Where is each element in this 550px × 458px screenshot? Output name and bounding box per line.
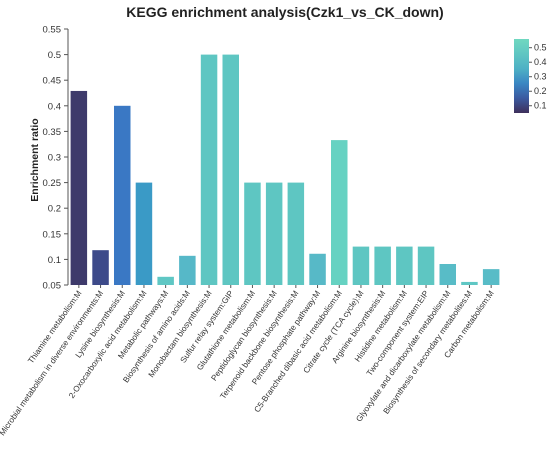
y-tick-label: 0.5 bbox=[48, 50, 61, 61]
y-tick-label: 0.25 bbox=[43, 178, 62, 189]
y-tick-label: 0.55 bbox=[43, 25, 62, 36]
bar bbox=[222, 54, 239, 285]
bar bbox=[374, 246, 391, 285]
colorbar-gradient bbox=[514, 39, 529, 113]
y-tick-label: 0.3 bbox=[48, 153, 61, 164]
bar bbox=[265, 182, 283, 285]
bar bbox=[179, 255, 196, 285]
colorbar-legend: 0.1 0.2 0.3 0.4 0.5 bbox=[514, 39, 547, 113]
bar bbox=[92, 250, 109, 285]
y-tick-label: 0.05 bbox=[43, 281, 62, 292]
bar bbox=[114, 105, 131, 285]
colorbar-tick-label: 0.3 bbox=[534, 72, 547, 82]
y-tick-label: 0.1 bbox=[48, 255, 61, 266]
y-tick-label: 0.45 bbox=[43, 76, 62, 87]
bar bbox=[417, 246, 435, 285]
y-axis: 0.05 0.1 0.15 0.2 0.25 0.3 0.35 0.4 0.45 0.5 0.55 bbox=[43, 25, 69, 292]
bars bbox=[70, 54, 500, 286]
y-tick-label: 0.4 bbox=[48, 101, 61, 112]
bar bbox=[70, 90, 88, 286]
bar bbox=[461, 281, 478, 285]
y-tick-label: 0.35 bbox=[43, 127, 62, 138]
bar bbox=[287, 182, 305, 285]
bar bbox=[200, 54, 218, 285]
bar bbox=[331, 140, 348, 285]
bar bbox=[396, 246, 413, 285]
y-tick-label: 0.15 bbox=[43, 229, 62, 240]
y-tick-label: 0.2 bbox=[48, 204, 61, 215]
colorbar-tick-label: 0.1 bbox=[534, 101, 547, 111]
bar bbox=[439, 264, 456, 285]
bar bbox=[135, 182, 153, 285]
bar bbox=[157, 276, 174, 285]
bar bbox=[244, 182, 261, 285]
bar bbox=[352, 246, 370, 285]
bar bbox=[482, 269, 500, 285]
y-axis-label: Enrichment ratio bbox=[29, 118, 41, 201]
chart-title: KEGG enrichment analysis(Czk1_vs_CK_down… bbox=[126, 4, 443, 20]
colorbar-tick-label: 0.4 bbox=[534, 57, 547, 67]
colorbar-tick-label: 0.2 bbox=[534, 86, 547, 96]
bar bbox=[309, 253, 326, 285]
colorbar-tick-label: 0.5 bbox=[534, 43, 547, 53]
